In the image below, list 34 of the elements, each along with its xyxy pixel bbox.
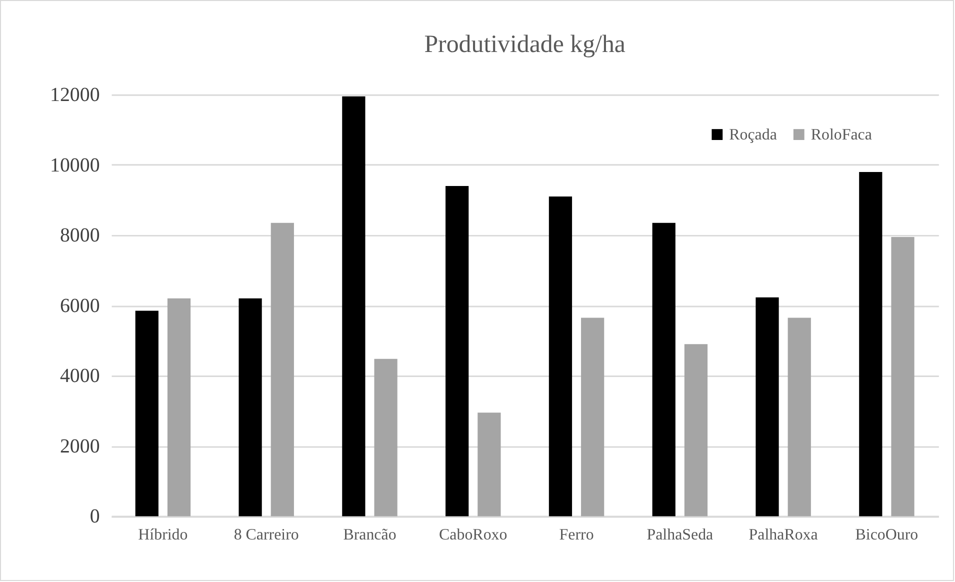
bar [478,412,501,516]
y-tick-label: 0 [90,506,100,528]
bar [135,310,158,516]
x-tick-label: Híbrido [138,526,188,544]
x-tick-label: PalhaSeda [646,526,714,544]
bar [374,358,398,516]
bar [270,222,294,516]
bar [788,318,811,516]
bar [891,236,914,516]
x-tick-label: 8 Carreiro [234,526,299,544]
x-tick-label: BicoOuro [855,526,918,544]
chart-title: Produtividade kg/ha [424,30,626,58]
bar [342,96,366,516]
x-tick-label: PalhaRoxa [748,526,818,544]
y-tick-label: 8000 [60,224,100,247]
bar [238,298,262,516]
bar [859,172,882,516]
x-tick-label: Ferro [559,526,594,544]
y-tick-label: 4000 [60,365,100,388]
bar [756,297,779,516]
bar [581,318,604,516]
y-tick-label: 2000 [60,435,100,458]
x-tick-label: Brancão [343,526,396,544]
bar [548,196,572,516]
bar [684,344,708,516]
y-tick-label: 12000 [50,84,100,106]
bar [167,298,191,516]
y-tick-label: 10000 [50,154,100,176]
x-tick-label: CaboRoxo [439,526,508,544]
bar [446,186,469,516]
bar [652,222,676,516]
legend-label: RoloFaca [810,126,872,144]
y-tick-label: 6000 [60,294,100,317]
legend-label: Roçada [729,126,777,144]
